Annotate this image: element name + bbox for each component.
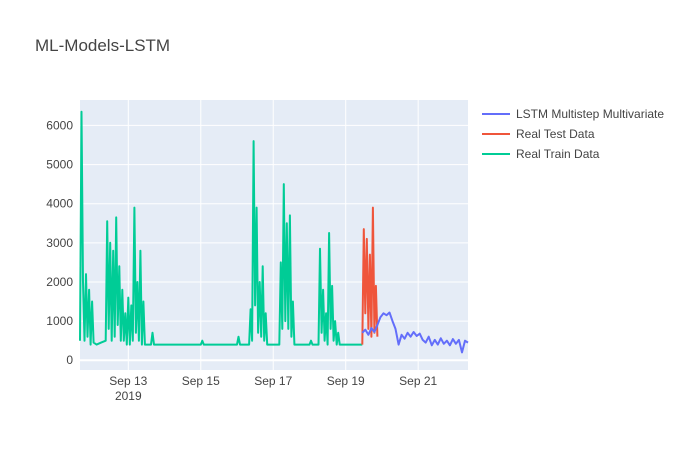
y-tick-label: 0 (66, 353, 73, 367)
legend-item[interactable]: Real Train Data (482, 147, 600, 161)
x-tick-sublabel: 2019 (115, 389, 142, 403)
legend-item[interactable]: Real Test Data (482, 127, 595, 141)
series-line-real-train-data (79, 110, 363, 346)
y-tick-label: 1000 (46, 314, 73, 328)
legend-label: Real Train Data (516, 147, 600, 161)
y-tick-label: 5000 (46, 158, 73, 172)
series-line-lstm-multistep-multivariate (361, 311, 469, 354)
y-tick-label: 2000 (46, 275, 73, 289)
legend-label: LSTM Multistep Multivariate (516, 107, 664, 121)
series-line-real-test-data (361, 206, 379, 345)
chart-title: ML-Models-LSTM (35, 36, 170, 55)
y-tick-label: 6000 (46, 118, 73, 132)
y-tick-label: 3000 (46, 236, 73, 250)
x-tick-label: Sep 13 (109, 374, 147, 388)
series-lines (79, 110, 469, 354)
grid (80, 100, 468, 370)
y-axis: 0 1000 2000 3000 4000 5000 6000 (46, 118, 73, 367)
y-tick-label: 4000 (46, 197, 73, 211)
x-tick-label: Sep 21 (399, 374, 437, 388)
x-tick-label: Sep 17 (254, 374, 292, 388)
legend-label: Real Test Data (516, 127, 595, 141)
legend-item[interactable]: LSTM Multistep Multivariate (482, 107, 664, 121)
x-tick-label: Sep 15 (182, 374, 220, 388)
x-tick-label: Sep 19 (327, 374, 365, 388)
legend[interactable]: LSTM Multistep Multivariate Real Test Dat… (482, 107, 664, 161)
